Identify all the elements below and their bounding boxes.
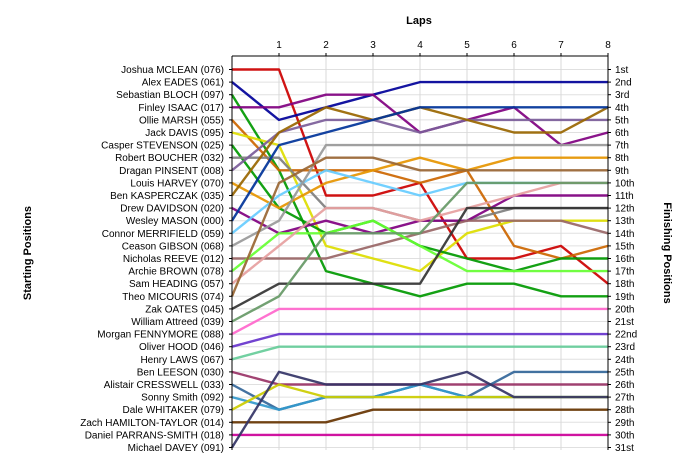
x-tick-labels: 1 2 3 4 5 6 7 8 <box>276 40 611 51</box>
starting-position-label: Sam HEADING (057) <box>129 279 224 290</box>
finishing-position-label: 30th <box>615 430 634 441</box>
series-line <box>230 156 608 297</box>
finishing-position-label: 18th <box>615 279 634 290</box>
finishing-position-label: 16th <box>615 254 634 265</box>
starting-position-label: Ben KASPERCZAK (035) <box>110 191 224 202</box>
starting-position-label: Robert BOUCHER (032) <box>115 153 224 164</box>
series-lines <box>230 68 609 449</box>
finishing-position-label: 28th <box>615 405 634 416</box>
starting-position-label: Dale WHITAKER (079) <box>122 405 224 416</box>
starting-position-label: Ollie MARSH (055) <box>139 115 224 126</box>
finishing-position-label: 19th <box>615 292 634 303</box>
starting-position-label: Wesley MASON (000) <box>126 216 224 227</box>
chart-grid <box>232 56 609 450</box>
finishing-position-label: 25th <box>615 367 634 378</box>
x-tick-label: 6 <box>511 40 517 51</box>
starting-position-label: Casper STEVENSON (025) <box>101 141 224 152</box>
series-line <box>231 143 608 247</box>
starting-position-label: Zach HAMILTON-TAYLOR (014) <box>80 418 224 429</box>
starting-position-label: William Attreed (039) <box>131 317 224 328</box>
starting-position-label: Ben LEESON (030) <box>137 367 224 378</box>
series-line <box>231 156 608 210</box>
starting-position-label: Alex EADES (061) <box>142 78 224 89</box>
finishing-position-label: 17th <box>615 267 634 278</box>
finishing-position-label: 3rd <box>615 90 629 101</box>
series-line <box>230 370 608 449</box>
finishing-position-label: 21st <box>615 317 634 328</box>
finishing-position-label: 31st <box>615 443 634 454</box>
series-line <box>230 106 608 222</box>
x-tick-label: 8 <box>605 40 611 51</box>
series-line <box>232 408 608 424</box>
starting-position-label: Jack DAVIS (095) <box>145 128 224 139</box>
starting-position-label: Morgan FENNYMORE (088) <box>97 330 224 341</box>
finishing-position-label: 22nd <box>615 330 637 341</box>
starting-position-label: Henry LAWS (067) <box>140 355 224 366</box>
series-line <box>231 118 608 172</box>
finishing-position-label: 11th <box>615 191 634 202</box>
starting-position-label: Dragan PINSENT (008) <box>119 166 224 177</box>
starting-position-label: Louis HARVEY (070) <box>130 178 224 189</box>
finishing-position-label: 6th <box>615 128 629 139</box>
starting-position-label: Connor MERRIFIELD (059) <box>102 229 224 240</box>
series-line <box>231 181 608 323</box>
y-axis-label-left: Starting Positions <box>22 206 34 300</box>
chart-axes <box>229 53 611 450</box>
series-line <box>231 80 608 122</box>
finishing-position-label: 12th <box>615 204 634 215</box>
starting-position-label: Drew DAVIDSON (020) <box>120 204 224 215</box>
series-line <box>231 119 609 260</box>
series-line <box>231 181 608 285</box>
x-tick-label: 5 <box>464 40 470 51</box>
starting-position-labels: Joshua MCLEAN (076) Alex EADES (061)Sebas… <box>80 65 224 454</box>
finishing-position-labels: 1st2nd3rd4th5th6th7th8th9th10th11th12th1… <box>615 65 637 454</box>
finishing-position-label: 29th <box>615 418 634 429</box>
finishing-position-label: 14th <box>615 229 634 240</box>
finishing-position-label: 5th <box>615 115 629 126</box>
starting-position-label: Theo MICOURIS (074) <box>122 292 224 303</box>
finishing-position-label: 26th <box>615 380 634 391</box>
finishing-position-label: 1st <box>615 65 629 76</box>
x-tick-label: 2 <box>323 40 329 51</box>
finishing-position-label: 13th <box>615 216 634 227</box>
x-tick-label: 3 <box>370 40 376 51</box>
finishing-position-label: 4th <box>615 103 629 114</box>
finishing-position-label: 2nd <box>615 78 632 89</box>
starting-position-label: Daniel PARRANS-SMITH (018) <box>85 430 224 441</box>
x-tick-label: 4 <box>417 40 423 51</box>
starting-position-label: Sonny Smith (092) <box>141 393 224 404</box>
finishing-position-label: 23rd <box>615 342 635 353</box>
finishing-position-label: 20th <box>615 304 634 315</box>
x-tick-label: 1 <box>276 40 282 51</box>
series-line <box>231 307 608 336</box>
series-line <box>231 345 608 361</box>
series-line <box>231 206 608 310</box>
finishing-position-label: 8th <box>615 153 629 164</box>
finishing-position-label: 15th <box>615 241 634 252</box>
finishing-position-label: 27th <box>615 393 634 404</box>
series-line <box>231 332 608 348</box>
starting-position-label: Zak OATES (045) <box>145 304 224 315</box>
y-axis-label-right: Finishing Positions <box>661 202 673 303</box>
series-line <box>230 94 608 298</box>
starting-position-label: Archie BROWN (078) <box>128 267 224 278</box>
starting-position-label: Oliver HOOD (046) <box>139 342 224 353</box>
starting-position-label: Alistair CRESSWELL (033) <box>104 380 224 391</box>
finishing-position-label: 7th <box>615 141 629 152</box>
chart-title: Laps <box>406 15 432 27</box>
finishing-position-label: 24th <box>615 355 634 366</box>
starting-position-label: Sebastian BLOCH (097) <box>116 90 224 101</box>
starting-position-label: Ceason GIBSON (068) <box>122 241 224 252</box>
starting-position-label: Finley ISAAC (017) <box>138 103 224 114</box>
finishing-position-label: 10th <box>615 178 634 189</box>
finishing-position-label: 9th <box>615 166 629 177</box>
x-tick-label: 7 <box>558 40 564 51</box>
starting-position-label: Michael DAVEY (091) <box>128 443 224 454</box>
starting-position-label: Joshua MCLEAN (076) <box>121 65 224 76</box>
starting-position-label: Nicholas REEVE (012) <box>123 254 224 265</box>
